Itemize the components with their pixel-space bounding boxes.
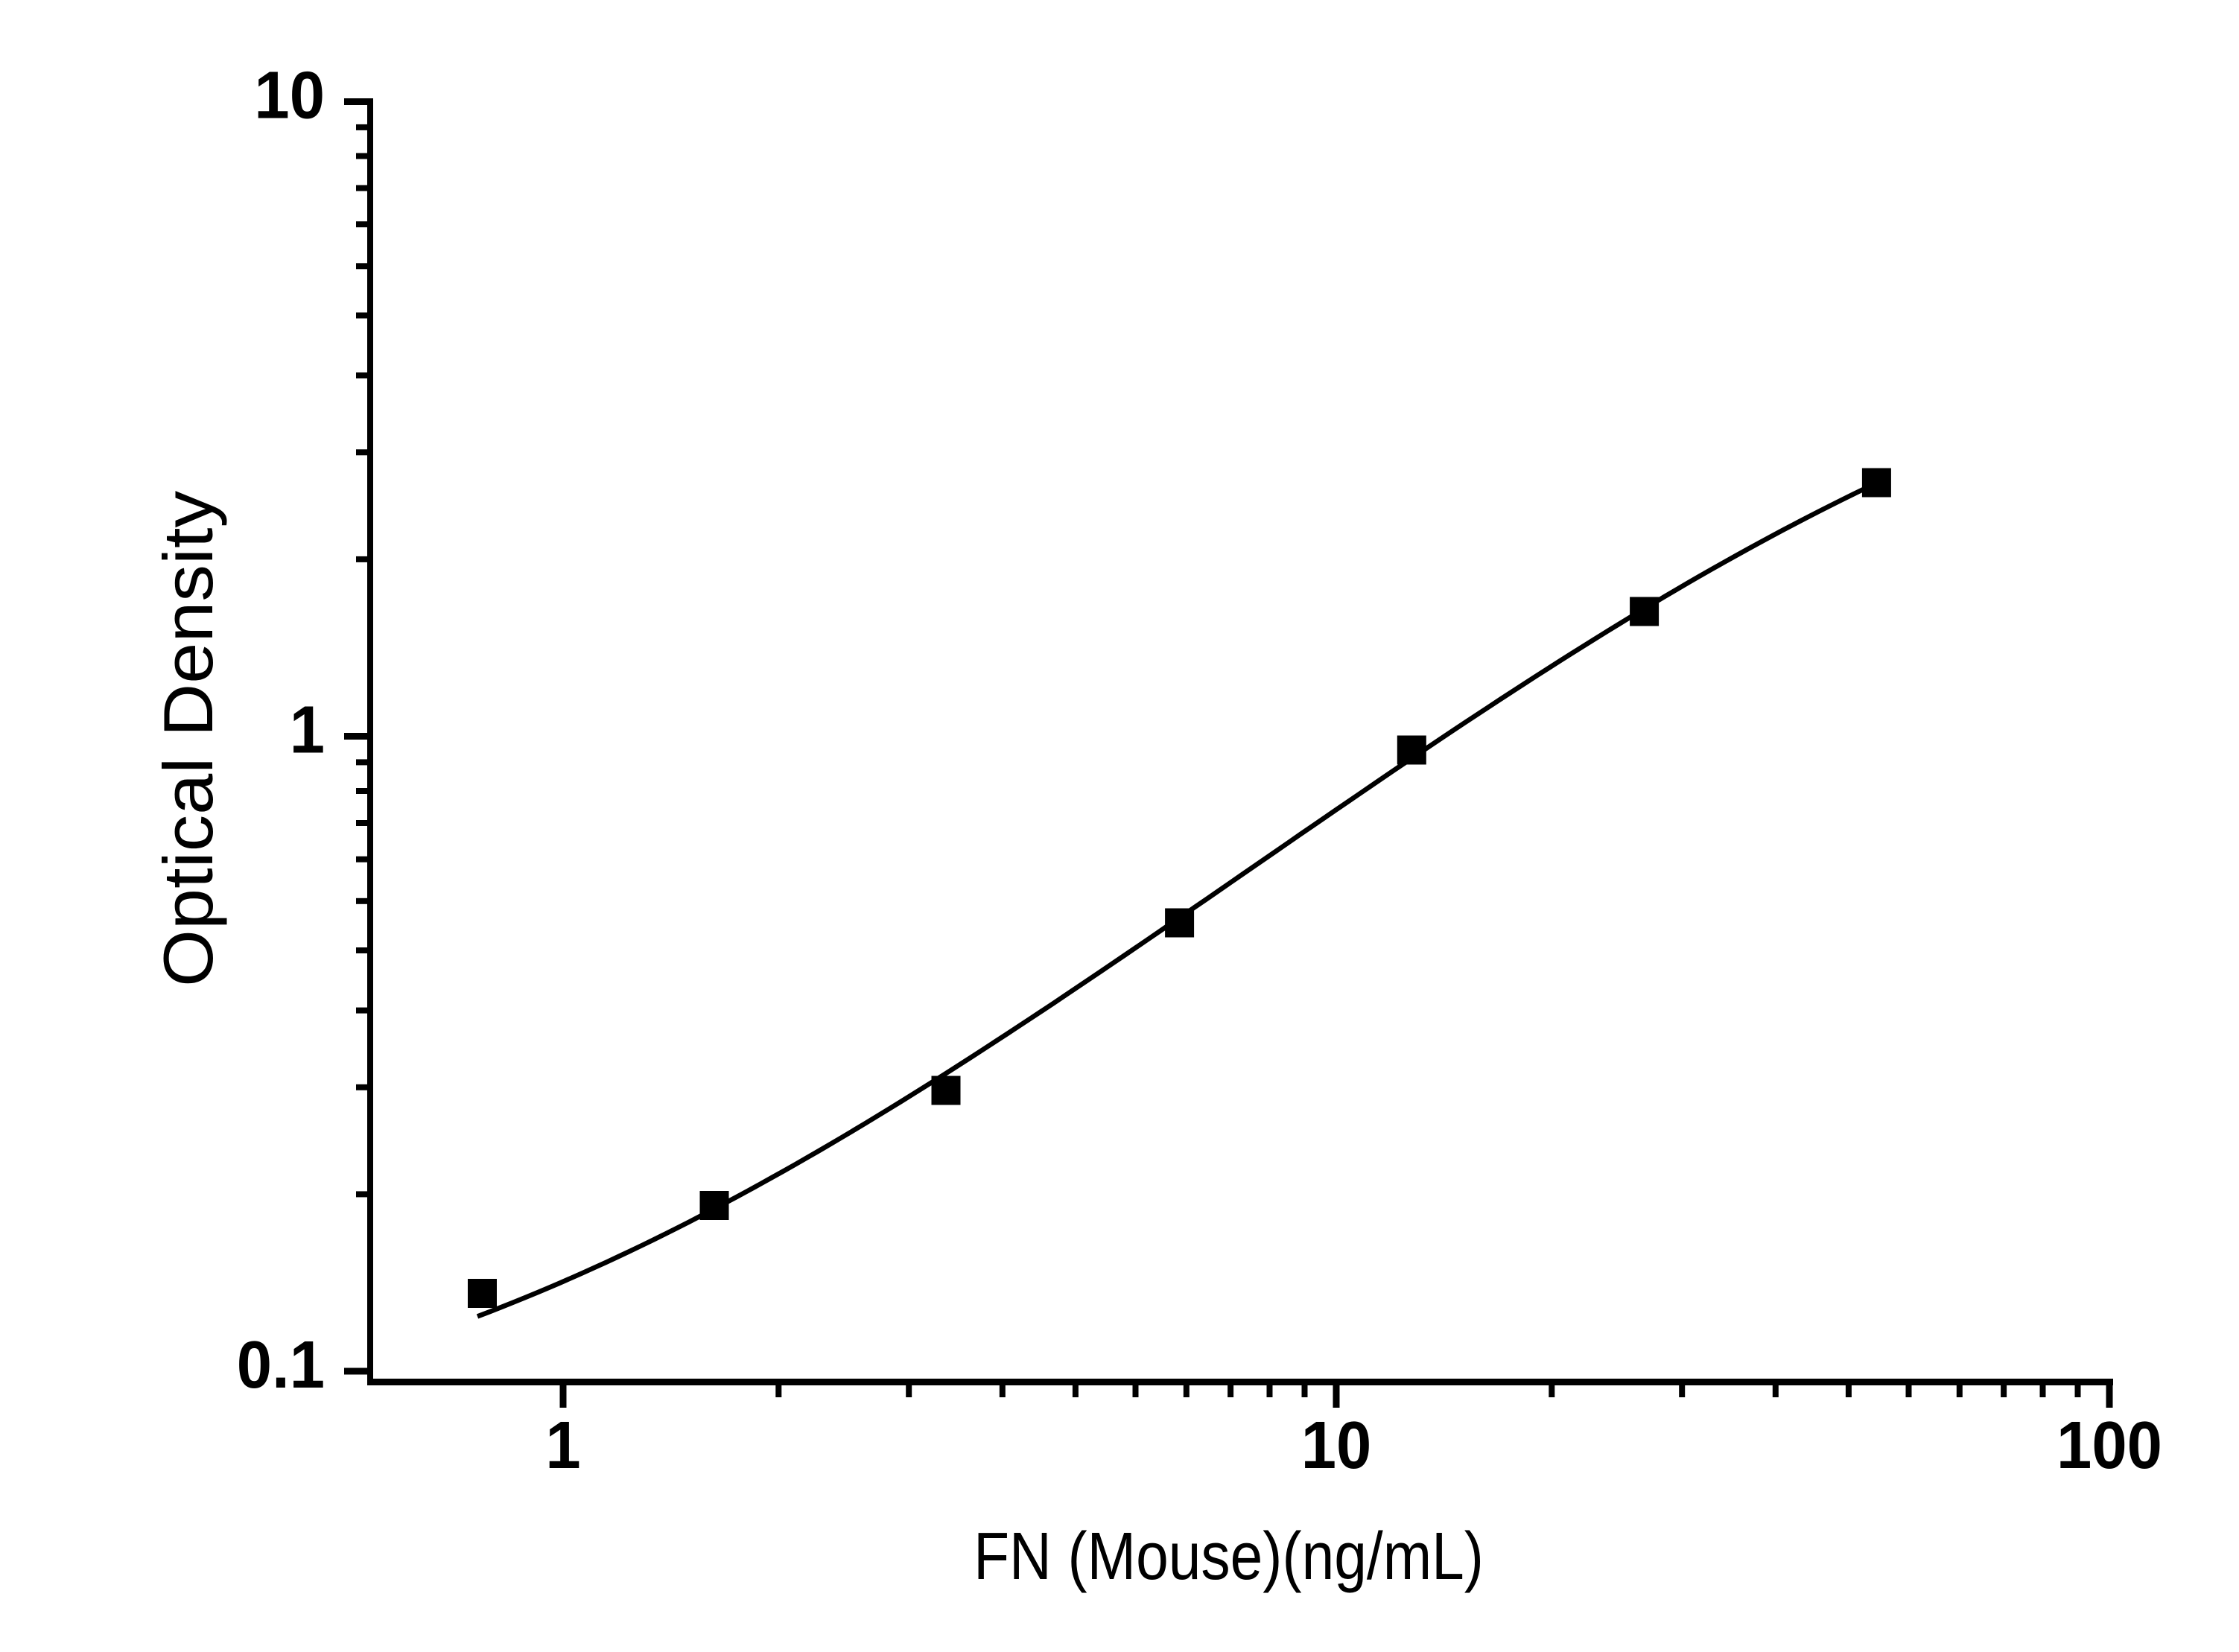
svg-text:0.1: 0.1 xyxy=(237,1327,325,1402)
svg-text:10: 10 xyxy=(254,57,325,133)
svg-text:FN (Mouse)(ng/mL): FN (Mouse)(ng/mL) xyxy=(974,1519,1484,1593)
svg-text:100: 100 xyxy=(2057,1408,2162,1483)
svg-text:1: 1 xyxy=(290,692,325,767)
svg-text:1: 1 xyxy=(545,1408,580,1483)
svg-text:Optical Density: Optical Density xyxy=(150,490,227,987)
svg-text:10: 10 xyxy=(1301,1408,1372,1483)
